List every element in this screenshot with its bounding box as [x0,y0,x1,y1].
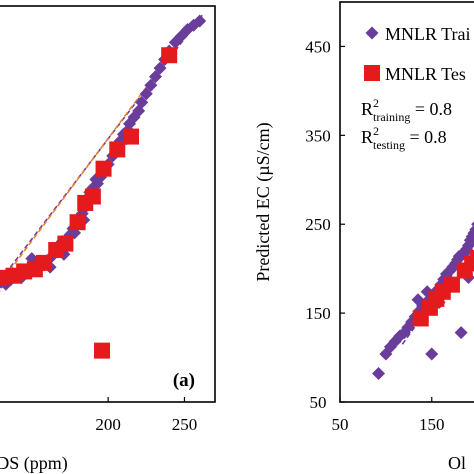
panel-b-x-axis-label: Ol [448,453,466,473]
panel-b-testing-point [443,276,460,293]
panel-a-x-axis-label: DS (ppm) [0,453,68,474]
panel-b-training-point [454,326,468,340]
r2-subscript: testing [373,138,405,152]
panel-a-training-point [148,70,162,84]
r2-superscript: 2 [373,96,379,110]
r2-prefix: R [361,99,373,119]
panel-a-testing-point [161,47,178,64]
panel-a-testing-point [109,141,126,158]
panel-b-y-tick-label: 150 [305,304,331,323]
panel-b-y-axis-label: Predicted EC (µS/cm) [253,122,274,281]
panel-a-testing-point [69,214,86,231]
panel-b-legend-diamond-icon [365,26,379,40]
panel-b-x-tick-label: 150 [419,415,445,434]
panel-b-training-point [471,221,474,228]
panel-a-testing-point [95,160,112,177]
panel-a-x-tick-label: 200 [95,415,121,434]
panel-a-testing-point [84,188,101,205]
panel-a-frame [0,5,216,403]
panel-b-y-tick-label: 50 [310,393,327,412]
panel-a-training-point [193,14,207,28]
panel-b-testing-point [469,250,474,266]
panel-b-plot-area [372,221,474,381]
panel-b-training-point [411,293,425,307]
r2-superscript: 2 [373,124,379,138]
panel-b-y-tick-label: 450 [305,37,331,56]
panel-b-y-tick-label: 350 [305,126,331,145]
panel-a-testing-point [36,254,53,271]
r2-value: = 0.8 [410,99,452,119]
panel-b-legend-testing: MNLR Tes [385,64,466,84]
r2-prefix: R [361,127,373,147]
panel-b-x-tick-label: 50 [332,415,349,434]
panel-a-training-point [144,78,158,92]
panel-a-training-point [153,61,167,75]
panel-a-testing-point [94,342,111,359]
panel-b-legend-training: MNLR Trai [385,24,471,44]
panel-a-x-tick-label: 250 [172,415,198,434]
panel-a-training-point [135,95,149,109]
panel-b: 50 150 250 350 450 50 150 Predicted EC (µS/cm) O… [253,1,474,473]
panel-b-legend-square-icon [364,65,380,81]
r2-subscript: training [373,110,410,124]
panel-b-r2-training: R2 training = 0.8 [361,96,452,124]
panel-b-testing-point [464,255,474,272]
panel-a-testing-point [0,269,10,286]
panel-b-training-point [425,347,439,361]
panel-a-testing-point [123,128,140,145]
panel-b-training-point [469,224,474,235]
panel-b-frame [339,1,474,403]
panel-a-label: (a) [173,370,195,391]
r2-value: = 0.8 [405,127,447,147]
panel-a-training-point [139,87,153,101]
panel-a: 200 250 DS (ppm) (a) [0,5,216,474]
panel-b-y-tick-label: 250 [305,215,331,234]
panel-b-r2-testing: R2 testing = 0.8 [361,124,447,152]
panel-a-testing-point [57,235,74,252]
panel-a-plot-area [0,14,207,359]
panel-b-training-point [372,367,386,381]
